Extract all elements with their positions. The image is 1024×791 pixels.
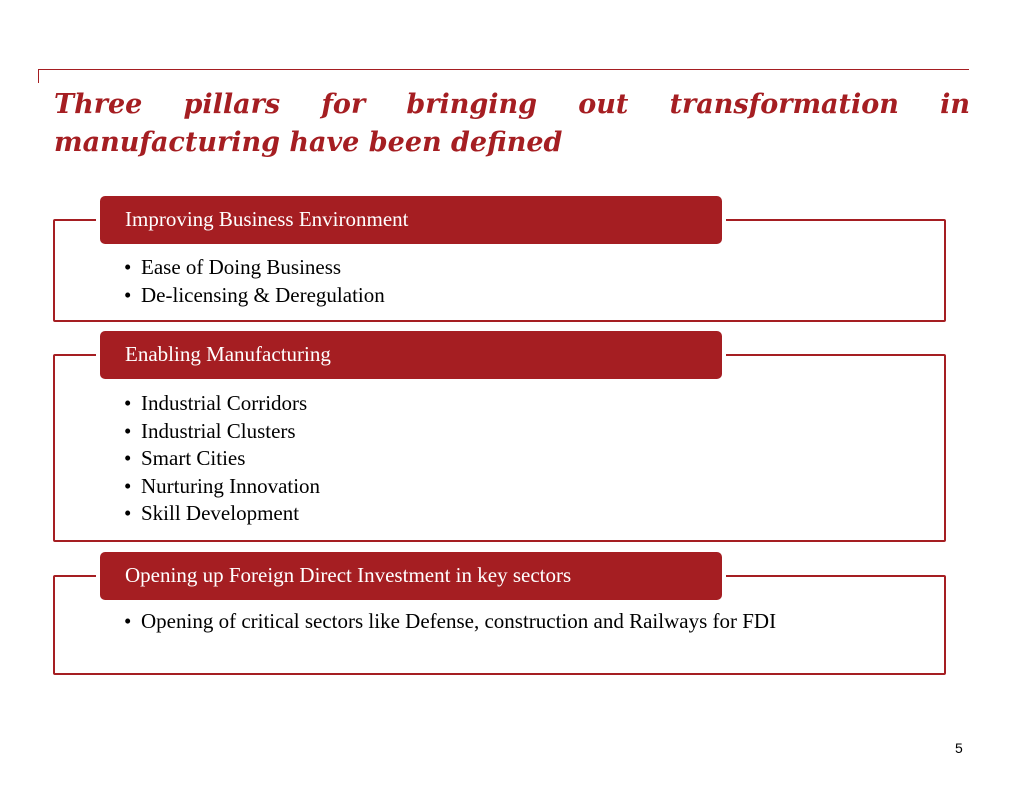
list-item: • Industrial Clusters [124, 418, 869, 446]
pillar-header-business-environment: Improving Business Environment [100, 196, 722, 244]
pillar-list-business-environment: • Ease of Doing Business • De-licensing & … [124, 254, 869, 309]
pillar-list-enabling-manufacturing: • Industrial Corridors • Industrial Cluste… [124, 390, 869, 528]
bullet-icon: • [124, 255, 132, 279]
bullet-icon: • [124, 473, 132, 498]
bullet-icon: • [124, 446, 132, 471]
list-item: • Smart Cities [124, 445, 869, 473]
slide-title: Three pillars for bringing out transform… [54, 89, 970, 158]
list-item: • Ease of Doing Business [124, 254, 869, 282]
list-item: • Opening of critical sectors like Defens… [124, 610, 869, 633]
bullet-icon: • [124, 418, 132, 443]
list-item-text: Opening of critical sectors like Defense… [141, 609, 777, 633]
list-item: • Skill Development [124, 500, 869, 528]
list-item: • De-licensing & Deregulation [124, 282, 869, 310]
bullet-icon: • [124, 609, 132, 633]
page-number: 5 [955, 740, 963, 756]
list-item-text: Nurturing Innovation [141, 473, 321, 498]
pillar-header-fdi: Opening up Foreign Direct Investment in … [100, 552, 722, 600]
list-item-text: Smart Cities [141, 446, 246, 471]
title-rule-corner [38, 69, 39, 83]
list-item-text: Industrial Corridors [141, 391, 308, 415]
list-item: • Industrial Corridors [124, 390, 869, 418]
bullet-icon: • [124, 391, 132, 415]
pillar-header-enabling-manufacturing: Enabling Manufacturing [100, 331, 722, 379]
list-item-text: Industrial Clusters [141, 418, 296, 443]
list-item-text: De-licensing & Deregulation [141, 282, 385, 307]
list-item: • Nurturing Innovation [124, 473, 869, 501]
list-item-text: Skill Development [141, 501, 300, 526]
bullet-icon: • [124, 282, 132, 307]
title-rule [38, 69, 969, 70]
list-item-text: Ease of Doing Business [141, 255, 342, 279]
bullet-icon: • [124, 501, 132, 526]
pillar-list-fdi: • Opening of critical sectors like Defens… [124, 610, 869, 633]
